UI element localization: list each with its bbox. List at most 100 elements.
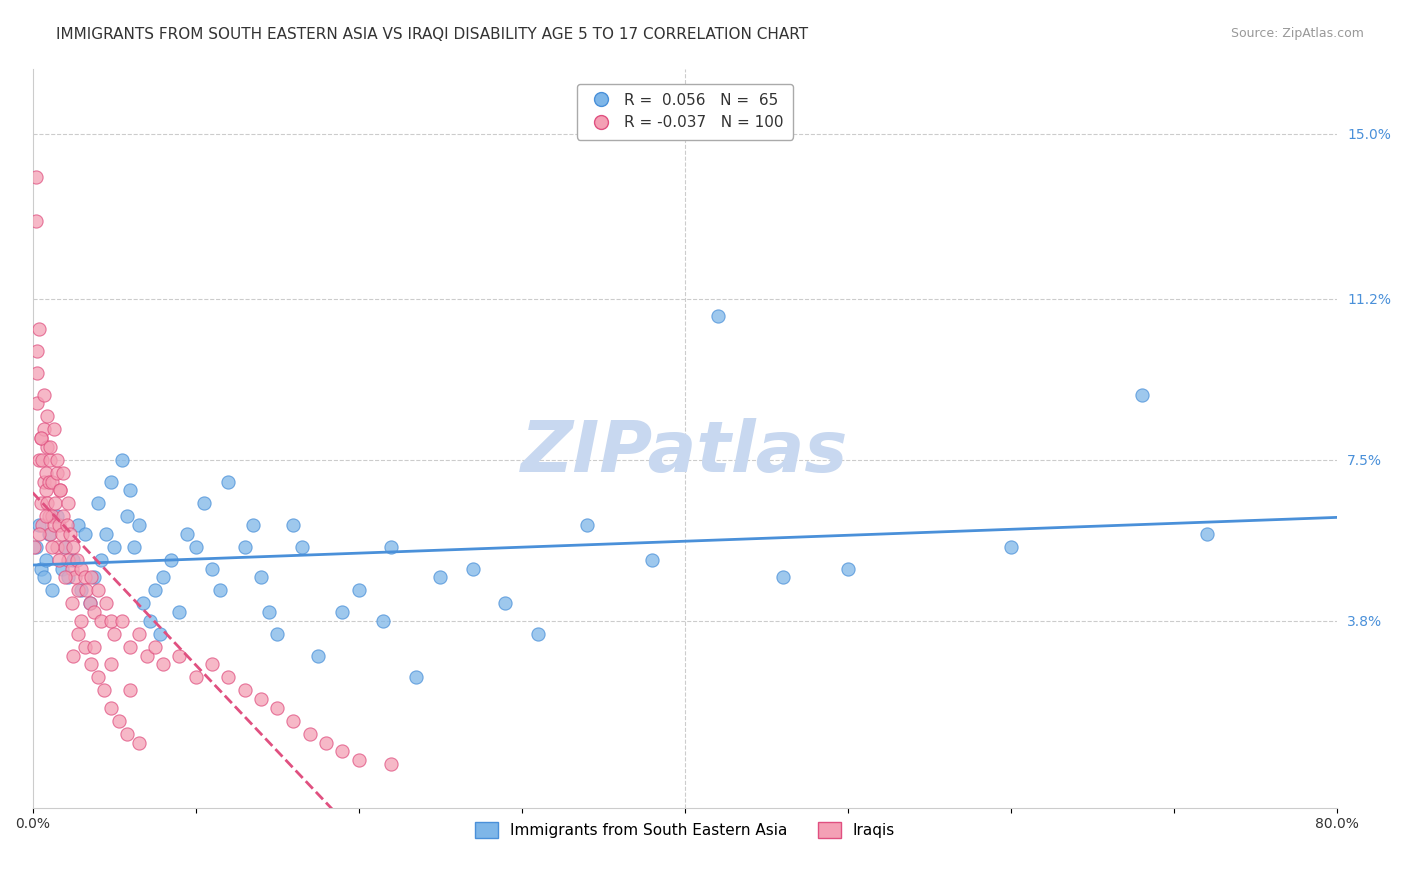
Point	[380, 757, 402, 772]
Point	[122, 540, 145, 554]
Point	[34, 509, 56, 524]
Point	[266, 627, 288, 641]
Point	[1000, 540, 1022, 554]
Point	[38, 526, 60, 541]
Point	[48, 518, 70, 533]
Point	[38, 475, 60, 489]
Point	[73, 526, 96, 541]
Point	[87, 583, 110, 598]
Point	[135, 648, 157, 663]
Point	[39, 526, 62, 541]
Point	[94, 596, 117, 610]
Point	[65, 553, 87, 567]
Point	[90, 614, 112, 628]
Point	[59, 526, 82, 541]
Point	[298, 727, 321, 741]
Point	[152, 570, 174, 584]
Point	[62, 553, 84, 567]
Point	[120, 683, 142, 698]
Point	[52, 466, 75, 480]
Point	[128, 518, 150, 533]
Point	[184, 540, 207, 554]
Point	[103, 540, 125, 554]
Point	[283, 714, 305, 728]
Point	[373, 614, 395, 628]
Point	[41, 509, 63, 524]
Point	[495, 596, 517, 610]
Point	[28, 322, 51, 336]
Point	[41, 583, 63, 598]
Point	[184, 670, 207, 684]
Point	[257, 605, 280, 619]
Point	[51, 561, 73, 575]
Point	[209, 583, 232, 598]
Point	[217, 475, 239, 489]
Point	[31, 453, 53, 467]
Point	[32, 475, 55, 489]
Point	[52, 509, 75, 524]
Point	[67, 518, 90, 533]
Point	[32, 570, 55, 584]
Point	[307, 648, 329, 663]
Point	[28, 518, 51, 533]
Point	[49, 483, 72, 498]
Point	[332, 605, 354, 619]
Point	[250, 692, 273, 706]
Point	[201, 561, 224, 575]
Point	[70, 561, 93, 575]
Text: ZIPatlas: ZIPatlas	[522, 418, 849, 487]
Point	[706, 310, 728, 324]
Point	[60, 561, 83, 575]
Point	[70, 583, 93, 598]
Point	[641, 553, 664, 567]
Point	[46, 466, 69, 480]
Point	[93, 683, 115, 698]
Point	[30, 431, 52, 445]
Point	[405, 670, 427, 684]
Point	[46, 453, 69, 467]
Point	[100, 700, 122, 714]
Point	[193, 496, 215, 510]
Point	[44, 496, 66, 510]
Point	[87, 496, 110, 510]
Point	[149, 627, 172, 641]
Point	[169, 605, 191, 619]
Point	[30, 496, 52, 510]
Point	[83, 570, 105, 584]
Point	[70, 614, 93, 628]
Point	[32, 387, 55, 401]
Point	[34, 483, 56, 498]
Point	[67, 583, 90, 598]
Point	[27, 396, 49, 410]
Point	[115, 727, 138, 741]
Point	[461, 561, 484, 575]
Point	[73, 570, 96, 584]
Point	[27, 366, 49, 380]
Point	[60, 596, 83, 610]
Point	[48, 553, 70, 567]
Point	[143, 640, 166, 654]
Point	[39, 440, 62, 454]
Point	[120, 483, 142, 498]
Point	[115, 509, 138, 524]
Point	[128, 627, 150, 641]
Point	[67, 627, 90, 641]
Point	[28, 526, 51, 541]
Point	[90, 553, 112, 567]
Point	[315, 735, 337, 749]
Point	[24, 540, 46, 554]
Point	[39, 453, 62, 467]
Point	[30, 431, 52, 445]
Point	[83, 605, 105, 619]
Point	[332, 744, 354, 758]
Text: Source: ZipAtlas.com: Source: ZipAtlas.com	[1230, 27, 1364, 40]
Point	[380, 540, 402, 554]
Point	[169, 648, 191, 663]
Point	[291, 540, 314, 554]
Point	[250, 570, 273, 584]
Point	[58, 570, 80, 584]
Point	[120, 640, 142, 654]
Point	[160, 553, 183, 567]
Point	[576, 518, 599, 533]
Point	[63, 570, 86, 584]
